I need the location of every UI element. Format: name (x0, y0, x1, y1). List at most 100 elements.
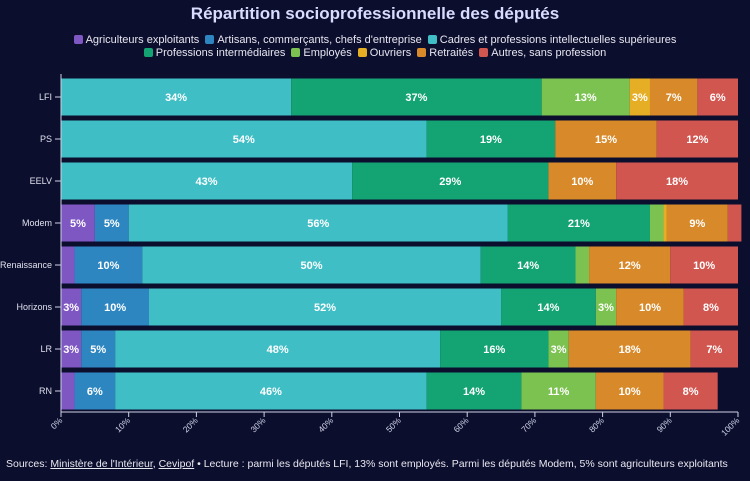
bar-segment-horizons-autres-sans-profession (683, 288, 738, 326)
bar-segment-ps-cadres-et-professions-intellectuelles-superieures (61, 120, 427, 158)
data-label: 8% (703, 302, 719, 314)
bar-segment-modem-employes (649, 204, 664, 242)
source-link-cevipof[interactable]: Cevipof (158, 458, 195, 470)
chart-legend: Agriculteurs exploitants Artisans, commer… (8, 34, 742, 60)
data-label: 14% (463, 386, 485, 398)
bar-segment-horizons-professions-intermediaires (501, 288, 596, 326)
x-tick-label: 30% (248, 415, 267, 434)
data-label: 3% (632, 92, 648, 104)
bar-segment-lr-agriculteurs-exploitants (61, 330, 82, 368)
data-label: 15% (595, 134, 617, 146)
footer-prefix: Sources: (6, 458, 51, 470)
data-label: 12% (619, 260, 641, 272)
bar-segment-modem-cadres-et-professions-intellectuelles-superieures (128, 204, 508, 242)
bar-segment-lr-retraites (568, 330, 691, 368)
data-label: 6% (710, 92, 726, 104)
bar-segment-renaissance-artisans-commercants-chefs-d-entreprise (74, 246, 143, 284)
footer-separator: , (152, 458, 159, 470)
bar-segment-horizons-retraites (616, 288, 684, 326)
legend-item-ouvriers[interactable]: Ouvriers (357, 47, 412, 60)
legend-item-autres-sans-profession[interactable]: Autres, sans profession (479, 47, 606, 60)
bar-segment-modem-ouvriers (663, 204, 667, 242)
data-label: 16% (483, 344, 505, 356)
data-label: 5% (104, 218, 120, 230)
bar-segment-lfi-ouvriers (629, 78, 650, 116)
source-link-ministere[interactable]: Ministère de l'Intérieur (50, 458, 153, 470)
chart-title: Répartition socioprofessionnelle des dép… (190, 4, 560, 23)
bar-segment-lfi-employes (541, 78, 630, 116)
data-label: 46% (260, 386, 282, 398)
data-label: 3% (63, 344, 79, 356)
x-tick-label: 70% (519, 415, 538, 434)
x-tick-label: 0% (49, 415, 65, 431)
legend-swatch (417, 48, 427, 57)
y-tick-label-lfi: LFI (39, 92, 52, 102)
y-tick-label-horizons: Horizons (16, 302, 52, 312)
data-label: 3% (598, 302, 614, 314)
bar-segment-horizons-cadres-et-professions-intellectuelles-superieures (149, 288, 502, 326)
data-label: 12% (686, 134, 708, 146)
legend-item-employes[interactable]: Employés (291, 47, 352, 60)
bar-segment-renaissance-professions-intermediaires (480, 246, 576, 284)
data-label: 19% (480, 134, 502, 146)
bar-segment-renaissance-autres-sans-profession (670, 246, 738, 284)
x-tick-label: 50% (384, 415, 403, 434)
bar-segment-lr-artisans-commercants-chefs-d-entreprise (81, 330, 116, 368)
bar-segment-ps-retraites (555, 120, 657, 158)
y-tick-label-modem: Modem (22, 218, 52, 228)
y-tick-label-eelv: EELV (30, 176, 52, 186)
bar-segment-lfi-retraites (649, 78, 698, 116)
footer-note: • Lecture : parmi les députés LFI, 13% s… (194, 458, 728, 470)
bar-segment-eelv-retraites (548, 162, 617, 200)
bar-segment-renaissance-retraites (589, 246, 671, 284)
bar-segment-ps-autres-sans-profession (656, 120, 738, 158)
legend-swatch (479, 48, 489, 57)
data-label: 54% (233, 134, 255, 146)
data-label: 10% (693, 260, 715, 272)
legend-item-agriculteurs-exploitants[interactable]: Agriculteurs exploitants (73, 34, 199, 47)
legend-label: Professions intermédiaires (155, 47, 286, 59)
legend-label: Autres, sans profession (491, 47, 607, 59)
legend-item-professions-intermediaires[interactable]: Professions intermédiaires (143, 47, 286, 60)
data-label: 3% (63, 302, 79, 314)
data-label: 11% (548, 386, 570, 398)
data-label: 10% (571, 176, 593, 188)
bar-segment-lr-autres-sans-profession (690, 330, 738, 368)
data-label: 9% (689, 218, 705, 230)
bar-segment-horizons-agriculteurs-exploitants (61, 288, 82, 326)
y-tick-label-lr: LR (40, 344, 52, 354)
legend-item-cadres-et-professions-intellectuelles-superieures[interactable]: Cadres et professions intellectuelles su… (427, 34, 677, 47)
data-label: 29% (439, 176, 461, 188)
data-label: 6% (87, 386, 103, 398)
legend-item-artisans-commercants-chefs-d-entreprise[interactable]: Artisans, commerçants, chefs d'entrepris… (205, 34, 422, 47)
legend-label: Ouvriers (369, 47, 412, 59)
data-label: 8% (683, 386, 699, 398)
data-label: 10% (104, 302, 126, 314)
data-label: 52% (314, 302, 336, 314)
bar-segment-lr-professions-intermediaires (440, 330, 549, 368)
data-label: 18% (666, 176, 688, 188)
legend-swatch (205, 35, 215, 44)
data-label: 7% (666, 92, 682, 104)
bar-segment-rn-professions-intermediaires (426, 372, 522, 410)
data-label: 50% (300, 260, 322, 272)
legend-swatch (427, 35, 437, 44)
bar-segment-lr-cadres-et-professions-intellectuelles-superieures (115, 330, 441, 368)
data-label: 13% (575, 92, 597, 104)
bar-segment-rn-artisans-commercants-chefs-d-entreprise (74, 372, 116, 410)
x-tick-label: 40% (316, 415, 335, 434)
legend-label: Cadres et professions intellectuelles su… (439, 34, 677, 46)
legend-swatch (143, 48, 153, 57)
bar-segment-horizons-artisans-commercants-chefs-d-entreprise (81, 288, 150, 326)
data-label: 5% (90, 344, 106, 356)
x-tick-label: 60% (452, 415, 471, 434)
legend-item-retraites[interactable]: Retraités (417, 47, 473, 60)
bar-segment-modem-artisans-commercants-chefs-d-entreprise (94, 204, 129, 242)
data-label: 3% (551, 344, 567, 356)
data-label: 14% (517, 260, 539, 272)
bar-segment-lfi-cadres-et-professions-intellectuelles-superieures (61, 78, 292, 116)
y-tick-label-ps: PS (40, 134, 52, 144)
bar-segment-eelv-autres-sans-profession (616, 162, 738, 200)
data-label: 7% (706, 344, 722, 356)
data-label: 14% (537, 302, 559, 314)
